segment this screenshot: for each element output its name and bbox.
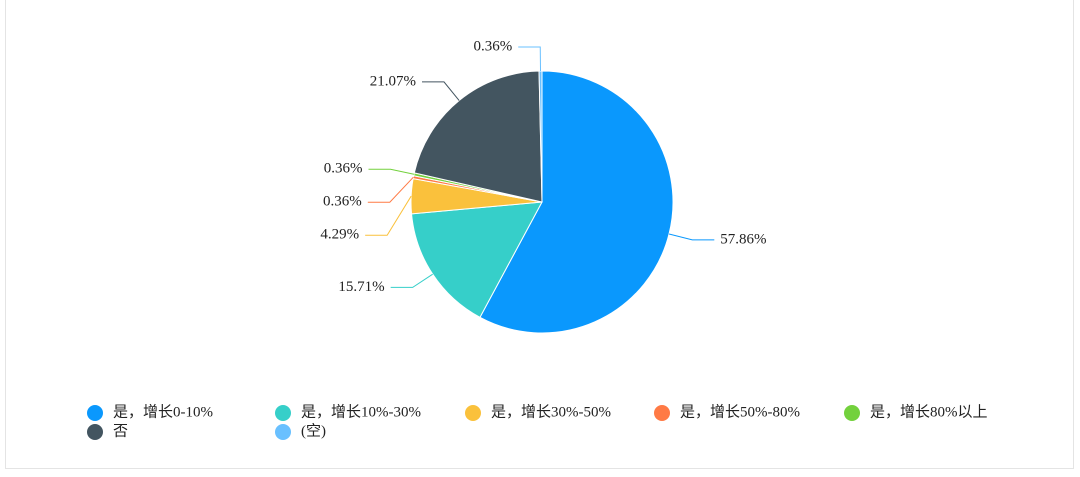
legend-label: 是，增长30%-50% [491, 403, 611, 420]
leader-line [365, 195, 412, 236]
legend-label: 是，增长10%-30% [301, 403, 421, 420]
data-label: 57.86% [720, 231, 766, 247]
data-label: 0.36% [473, 38, 512, 54]
legend-label: 是，增长80%以上 [870, 403, 988, 420]
legend-marker [87, 405, 103, 421]
data-label: 15.71% [338, 279, 384, 295]
pie-slice [410, 201, 543, 319]
legend-marker [844, 405, 860, 421]
leader-line [518, 46, 542, 72]
data-label: 0.36% [323, 194, 362, 210]
pie-slice [413, 70, 543, 203]
data-label: 0.36% [324, 161, 363, 177]
data-label: 21.07% [370, 73, 416, 89]
legend-marker [654, 405, 670, 421]
legend-marker [275, 405, 291, 421]
legend-marker [87, 424, 103, 440]
legend-label: (空) [301, 422, 326, 439]
data-label: 4.29% [320, 227, 359, 243]
legend-marker [275, 424, 291, 440]
chart-frame [5, 0, 1074, 469]
legend-label: 否 [113, 423, 128, 439]
leader-line [668, 233, 715, 241]
leader-line [421, 81, 460, 101]
leader-line [390, 273, 433, 288]
legend-marker [465, 405, 481, 421]
legend-label: 是，增长0-10% [113, 403, 213, 420]
leader-line [367, 176, 414, 203]
legend-label: 是，增长50%-80% [680, 403, 800, 420]
leader-line [368, 168, 415, 175]
